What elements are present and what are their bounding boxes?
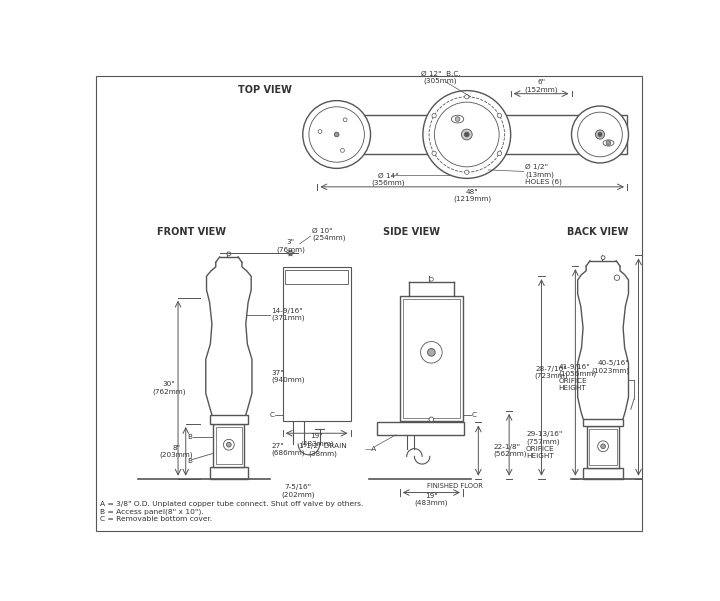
Circle shape bbox=[601, 256, 605, 260]
Circle shape bbox=[420, 341, 442, 363]
Text: FRONT VIEW: FRONT VIEW bbox=[157, 227, 226, 237]
Text: C: C bbox=[269, 412, 274, 418]
Bar bbox=[587, 426, 619, 468]
Circle shape bbox=[464, 132, 469, 137]
Circle shape bbox=[227, 252, 231, 256]
Text: 8"
(203mm): 8" (203mm) bbox=[160, 445, 193, 459]
Text: C: C bbox=[471, 412, 476, 418]
Circle shape bbox=[223, 439, 234, 450]
Text: 19"
(483mm): 19" (483mm) bbox=[300, 433, 333, 447]
Text: 48"
(1219mm): 48" (1219mm) bbox=[453, 189, 491, 202]
Bar bbox=[210, 415, 248, 424]
Bar bbox=[589, 429, 617, 465]
Circle shape bbox=[432, 114, 436, 118]
Text: B: B bbox=[187, 434, 192, 440]
Text: 30"
(762mm): 30" (762mm) bbox=[152, 381, 186, 395]
Text: FINISHED FLOOR: FINISHED FLOOR bbox=[426, 483, 482, 489]
Text: 22-1/8"
(562mm): 22-1/8" (562mm) bbox=[494, 444, 527, 457]
Circle shape bbox=[462, 129, 472, 140]
Text: 28-7/16"
(723mm): 28-7/16" (723mm) bbox=[534, 365, 567, 379]
Bar bbox=[216, 427, 242, 464]
Circle shape bbox=[309, 107, 364, 162]
Text: —A: —A bbox=[364, 447, 377, 453]
Text: BACK VIEW: BACK VIEW bbox=[567, 227, 629, 237]
Text: B: B bbox=[187, 458, 192, 464]
Circle shape bbox=[341, 148, 344, 152]
Circle shape bbox=[423, 91, 510, 178]
Text: 29-13/16"
(757mm)
ORIFICE
HEIGHT: 29-13/16" (757mm) ORIFICE HEIGHT bbox=[526, 431, 562, 459]
Bar bbox=[377, 423, 464, 435]
Bar bbox=[283, 267, 351, 421]
Ellipse shape bbox=[603, 140, 614, 146]
Text: 14-9/16"
(371mm): 14-9/16" (371mm) bbox=[271, 308, 305, 322]
Circle shape bbox=[429, 417, 433, 422]
Circle shape bbox=[464, 94, 469, 99]
Bar bbox=[583, 419, 623, 426]
Text: 27"
(686mm): 27" (686mm) bbox=[271, 443, 305, 456]
Circle shape bbox=[600, 444, 606, 448]
Bar bbox=[210, 467, 248, 478]
Text: Ø 14"
(356mm): Ø 14" (356mm) bbox=[372, 172, 405, 186]
Circle shape bbox=[598, 133, 602, 136]
Circle shape bbox=[429, 277, 433, 281]
Text: B = Access panel(8" x 10").: B = Access panel(8" x 10"). bbox=[99, 508, 203, 515]
Circle shape bbox=[464, 170, 469, 174]
Text: Ø 12"  B.C.
(305mm): Ø 12" B.C. (305mm) bbox=[420, 71, 460, 84]
Text: 6"
(152mm): 6" (152mm) bbox=[524, 79, 558, 93]
Circle shape bbox=[498, 151, 502, 156]
Bar bbox=[400, 296, 463, 421]
Text: 40-5/16"
(1023mm): 40-5/16" (1023mm) bbox=[591, 360, 629, 374]
Ellipse shape bbox=[451, 115, 464, 123]
Text: C = Removable bottom cover.: C = Removable bottom cover. bbox=[99, 516, 212, 522]
Circle shape bbox=[434, 102, 499, 167]
Circle shape bbox=[432, 151, 436, 156]
Circle shape bbox=[572, 106, 629, 163]
Circle shape bbox=[343, 118, 347, 122]
Text: 1-1/2" DRAIN
(38mm): 1-1/2" DRAIN (38mm) bbox=[299, 444, 346, 457]
Text: 41-9/16"
(1056mm)
ORIFICE
HEIGHT: 41-9/16" (1056mm) ORIFICE HEIGHT bbox=[559, 364, 597, 391]
Text: 37"
(940mm): 37" (940mm) bbox=[271, 370, 305, 383]
Text: 3"
(76mm): 3" (76mm) bbox=[276, 239, 305, 253]
Circle shape bbox=[318, 130, 322, 133]
Bar bbox=[403, 299, 460, 418]
Bar bbox=[583, 468, 623, 478]
Circle shape bbox=[303, 100, 371, 168]
Bar bbox=[213, 424, 244, 467]
Circle shape bbox=[606, 141, 611, 145]
Circle shape bbox=[429, 97, 505, 172]
Text: 7-5/16"
(202mm): 7-5/16" (202mm) bbox=[282, 484, 315, 498]
Circle shape bbox=[577, 112, 622, 157]
Text: TOP VIEW: TOP VIEW bbox=[238, 85, 292, 95]
Circle shape bbox=[227, 442, 231, 447]
Circle shape bbox=[595, 130, 605, 139]
Bar bbox=[318, 115, 627, 154]
Text: SIDE VIEW: SIDE VIEW bbox=[383, 227, 440, 237]
Text: A = 3/8" O.D. Unplated copper tube connect. Shut off valve by others.: A = 3/8" O.D. Unplated copper tube conne… bbox=[99, 501, 363, 507]
Circle shape bbox=[614, 275, 620, 281]
Circle shape bbox=[455, 117, 460, 121]
Text: Ø 10"
(254mm): Ø 10" (254mm) bbox=[312, 228, 346, 242]
Circle shape bbox=[598, 441, 608, 452]
Circle shape bbox=[334, 132, 339, 137]
Text: 19"
(483mm): 19" (483mm) bbox=[415, 493, 448, 506]
Bar bbox=[285, 270, 348, 284]
Circle shape bbox=[428, 349, 435, 356]
Circle shape bbox=[498, 114, 502, 118]
Text: Ø 1/2"
(13mm)
HOLES (6): Ø 1/2" (13mm) HOLES (6) bbox=[526, 164, 562, 185]
